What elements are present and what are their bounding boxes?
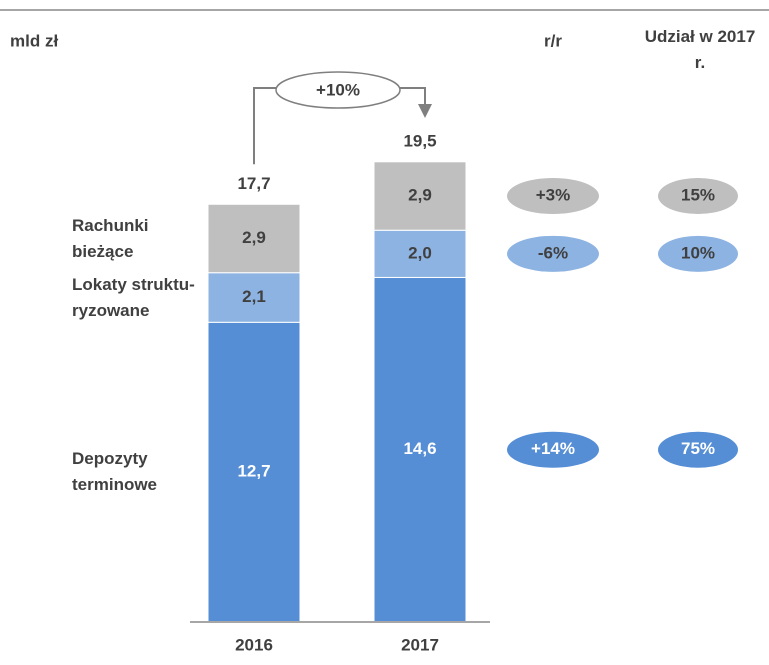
share-header: Udział w 2017 r. <box>644 27 756 72</box>
change-label: +14% <box>531 439 575 458</box>
arrow-head <box>418 104 432 118</box>
share-pill <box>658 178 738 215</box>
value-label: 2,0 <box>408 243 432 262</box>
share-pill <box>658 235 738 272</box>
change-pill <box>507 431 599 468</box>
bar-segment <box>207 272 301 323</box>
change-label: +3% <box>536 186 571 205</box>
bar-segment <box>207 203 301 274</box>
bar-segment <box>207 321 301 623</box>
share-label: 15% <box>681 186 715 205</box>
value-label: 2,1 <box>242 287 266 306</box>
value-label: 2,9 <box>408 186 432 205</box>
share-label: 10% <box>681 243 715 262</box>
series-label: Depozyty terminowe <box>72 449 158 495</box>
value-label: 14,6 <box>403 439 436 458</box>
series-label: Lokaty struktu-ryzowane <box>72 274 195 320</box>
bar-segment <box>373 276 467 623</box>
value-label: 2,9 <box>242 228 266 247</box>
x-tick-label: 2017 <box>401 635 439 654</box>
change-pill <box>507 178 599 215</box>
growth-bubble <box>275 71 401 109</box>
total-label: 19,5 <box>403 131 436 150</box>
unit-label: mld zł <box>10 31 58 50</box>
change-pill <box>507 235 599 272</box>
x-tick-label: 2016 <box>235 635 273 654</box>
bar-segment <box>373 161 467 231</box>
bar-segment <box>373 229 467 278</box>
total-label: 17,7 <box>237 174 270 193</box>
value-label: 12,7 <box>237 462 270 481</box>
share-label: 75% <box>681 439 715 458</box>
share-pill <box>658 431 738 468</box>
growth-label: +10% <box>316 80 360 99</box>
change-label: -6% <box>538 243 568 262</box>
series-label: Rachunki bieżące <box>72 215 149 261</box>
change-header: r/r <box>544 31 562 50</box>
